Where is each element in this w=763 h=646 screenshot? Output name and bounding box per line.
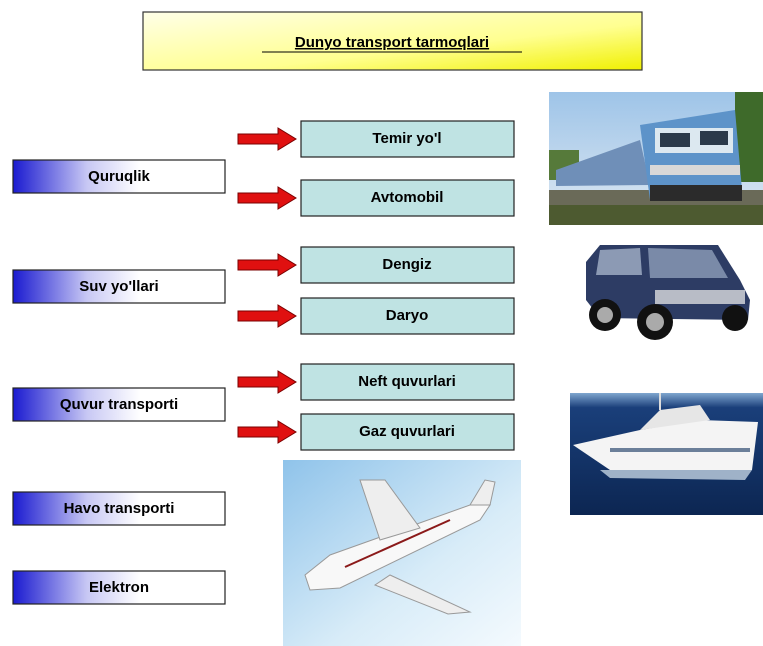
arrow: [238, 371, 296, 393]
category-label: Havo transporti: [64, 500, 175, 517]
item-label: Neft quvurlari: [358, 373, 456, 390]
plane-photo: [283, 460, 521, 646]
category-label: Quruqlik: [88, 168, 150, 185]
title: Dunyo transport tarmoqlari: [295, 34, 489, 51]
car-photo: [586, 245, 750, 340]
ship-photo: [570, 393, 763, 515]
page: Dunyo transport tarmoqlari: [0, 0, 763, 646]
item-label: Temir yo'l: [372, 130, 441, 147]
arrow: [238, 187, 296, 209]
arrow: [238, 421, 296, 443]
diagram: Dunyo transport tarmoqlari: [0, 0, 763, 646]
train-photo: [549, 92, 763, 225]
item-label: Gaz quvurlari: [359, 423, 455, 440]
category-label: Suv yo'llari: [79, 278, 158, 295]
item-label: Dengiz: [382, 256, 431, 273]
category-label: Elektron: [89, 579, 149, 596]
category-label: Quvur transporti: [60, 396, 178, 413]
arrow: [238, 305, 296, 327]
arrow: [238, 128, 296, 150]
arrow: [238, 254, 296, 276]
item-label: Daryo: [386, 307, 429, 324]
item-label: Avtomobil: [371, 189, 444, 206]
